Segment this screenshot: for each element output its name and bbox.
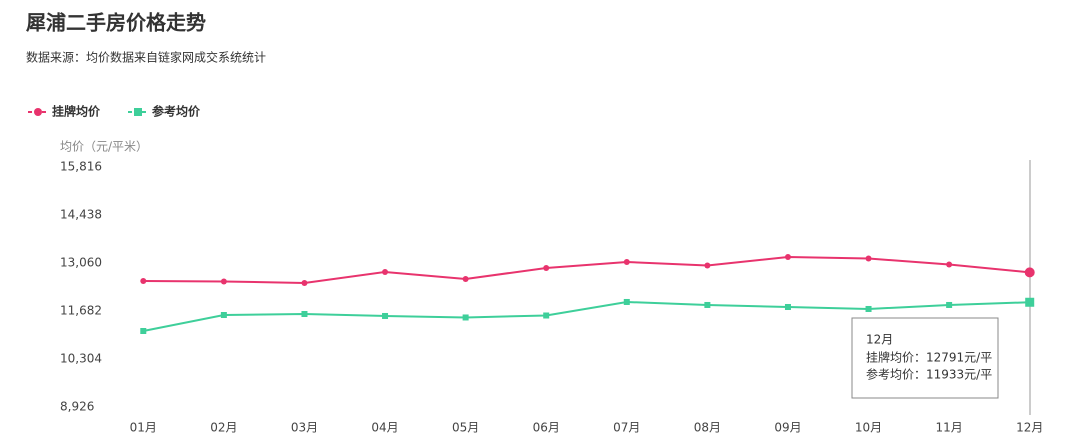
data-point [1025,297,1035,307]
x-tick-label: 01月 [130,421,157,435]
y-tick-label: 15,816 [60,160,102,174]
tooltip-box [851,317,999,399]
data-point [220,278,227,285]
x-tick-label: 09月 [774,421,801,435]
legend-label: 挂牌均价 [52,104,101,119]
series-line [143,255,1030,284]
x-tick-label: 10月 [855,421,882,435]
x-tick-label: 12月 [1016,421,1043,435]
series-line [143,300,1030,332]
data-point [1024,267,1035,278]
data-point [382,268,389,275]
data-point [784,253,791,260]
tooltip-line: 参考均价：11933元/平 [866,367,992,382]
data-point [543,312,550,319]
data-point [784,303,791,310]
data-point [301,279,308,286]
data-point [382,312,389,319]
data-point [704,262,711,269]
data-point [462,314,469,321]
x-tick-label: 08月 [694,421,721,435]
data-point [704,301,711,308]
x-tick-label: 04月 [371,421,398,435]
x-tick-label: 05月 [452,421,479,435]
legend-marker [34,108,42,116]
data-point [140,278,147,285]
data-point [623,298,630,305]
x-tick-label: 11月 [935,421,962,435]
data-point [220,312,227,319]
data-point [140,327,147,334]
data-point [301,310,308,317]
tooltip-line: 挂牌均价：12791元/平 [866,351,992,365]
y-tick-label: 8,926 [60,400,94,414]
chart-title: 犀浦二手房价格走势 [26,11,206,35]
y-tick-label: 11,682 [60,304,102,318]
data-point [462,275,469,282]
data-point [865,255,872,262]
y-tick-label: 10,304 [60,352,102,366]
chart-subtitle: 数据来源：均价数据来自链家网成交系统统计 [26,50,266,65]
data-point [623,258,630,265]
legend-label: 参考均价 [152,104,201,119]
y-tick-label: 14,438 [60,208,102,222]
y-axis-label: 均价（元/平米） [60,140,148,154]
x-tick-label: 06月 [533,421,560,435]
data-point [946,261,953,268]
data-point [543,264,550,271]
data-point [865,305,872,312]
data-point [946,301,953,308]
x-tick-label: 02月 [210,421,237,435]
y-tick-label: 13,060 [60,256,102,270]
x-tick-label: 07月 [613,421,640,435]
x-tick-label: 03月 [291,421,318,435]
tooltip-title: 12月 [866,333,893,347]
legend-marker [134,108,142,116]
